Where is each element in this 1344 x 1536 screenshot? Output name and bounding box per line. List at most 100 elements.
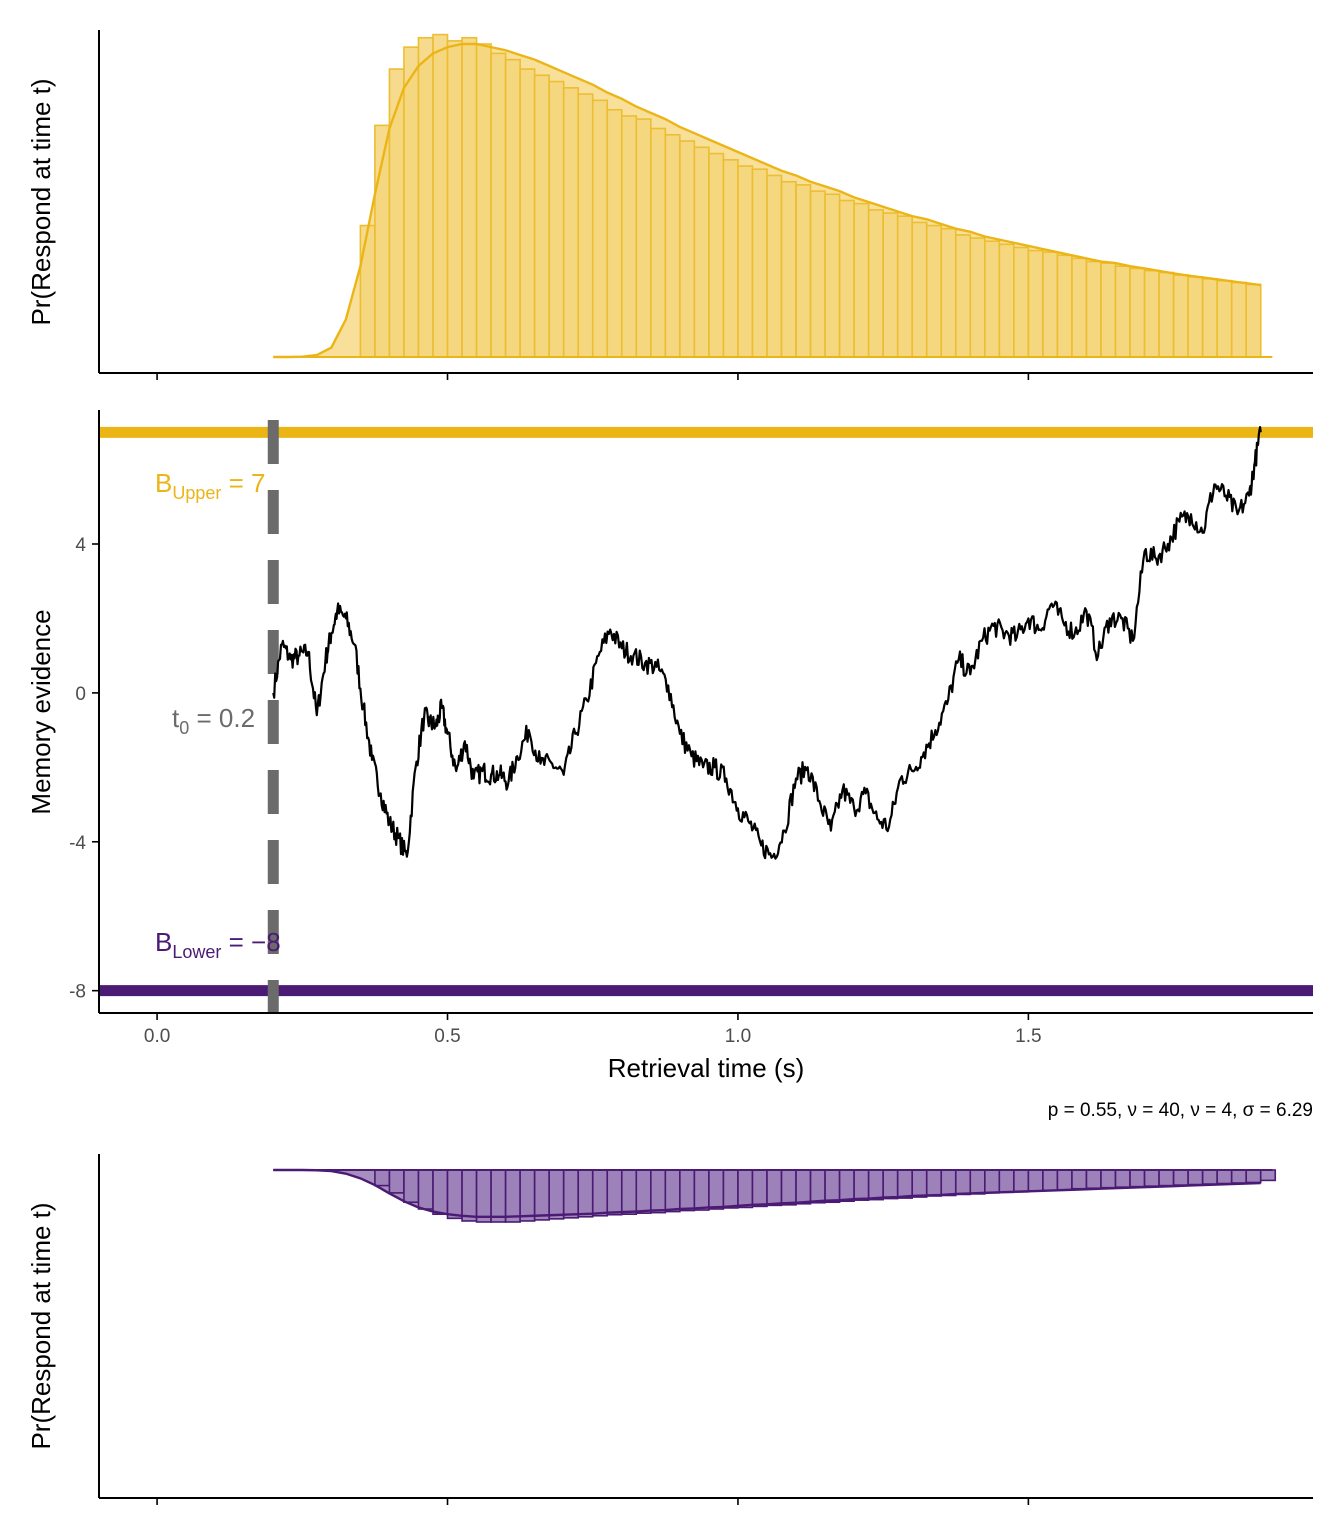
lower-histogram-bar	[562, 1169, 580, 1219]
evidence-x-ticks: 0.0 0.5 1.0 1.5	[144, 1013, 1042, 1047]
x-tick-label: 0.0	[144, 1026, 170, 1047]
upper-histogram-bar	[519, 68, 536, 358]
lower-histogram-bar	[751, 1169, 768, 1208]
upper-histogram-bar	[838, 199, 855, 358]
lower-histogram-bar	[1143, 1169, 1160, 1187]
t0-label: t0 = 0.2	[172, 703, 255, 738]
upper-histogram-bar	[417, 36, 434, 358]
lower-histogram-bar	[577, 1169, 594, 1218]
evidence-path-line	[272, 426, 1262, 860]
upper-histogram-bar	[1027, 249, 1044, 358]
upper-density-line	[273, 42, 1261, 359]
lower-histogram-bar	[504, 1169, 521, 1223]
evidence-panel: BUpper = 7 BLower = −8 t0 = 0.2 -8 -4 0 4 0…	[26, 410, 1313, 1083]
upper-histogram-bar	[940, 227, 957, 358]
upper-histogram-bar	[693, 146, 710, 358]
upper-histogram-bar	[998, 243, 1015, 358]
upper-density-panel: Pr(Respond at time t)	[26, 30, 1313, 380]
upper-histogram-bar	[925, 224, 943, 358]
lower-histogram-bar	[388, 1169, 405, 1194]
lower-histogram-bar	[795, 1169, 812, 1205]
upper-histogram-bar	[896, 215, 914, 358]
lower-histogram-bar	[1216, 1169, 1233, 1185]
lower-histogram-bar	[954, 1169, 972, 1196]
lower-histogram-bar	[620, 1169, 638, 1216]
lower-histogram-bar	[533, 1169, 550, 1221]
upper-histogram-bar	[635, 118, 652, 358]
lower-density-line	[273, 1168, 1261, 1218]
upper-histogram-bar	[1056, 254, 1073, 358]
lower-histogram-bar	[1100, 1169, 1117, 1189]
lower-panel-x-ticks	[156, 1498, 1030, 1505]
lower-histogram-bar	[984, 1169, 1001, 1194]
upper-histogram-bar	[722, 159, 739, 358]
upper-histogram-bar	[780, 180, 797, 358]
lower-histogram-bar	[1158, 1169, 1175, 1187]
lower-histogram-bar	[1027, 1169, 1044, 1192]
upper-histogram-bar	[1187, 276, 1204, 358]
upper-histogram-bar	[969, 237, 986, 358]
lower-histogram-bar	[1230, 1169, 1248, 1184]
upper-histogram-bar	[1230, 281, 1248, 358]
x-tick-label: 1.5	[1015, 1026, 1041, 1047]
lower-histogram-bar	[998, 1169, 1015, 1194]
upper-histogram-bar	[751, 168, 768, 358]
upper-histogram-bar	[664, 133, 681, 358]
upper-histogram-bar	[824, 193, 841, 358]
lower-histogram-bar	[1071, 1169, 1088, 1190]
lower-histogram-bar	[475, 1169, 492, 1223]
upper-histogram-bar	[984, 240, 1001, 358]
lower-histogram-bar	[925, 1169, 943, 1197]
lower-histogram-bar	[461, 1169, 478, 1222]
upper-histogram-bar	[490, 52, 507, 358]
lower-histogram-bar	[722, 1169, 739, 1209]
upper-histogram-bar	[1013, 246, 1030, 358]
lower-histogram-bar	[766, 1169, 783, 1207]
lower-histogram-bar	[896, 1169, 914, 1199]
upper-histogram-bar	[1085, 260, 1102, 358]
evidence-x-label: Retrieval time (s)	[608, 1053, 804, 1083]
x-tick-label: 1.0	[725, 1026, 751, 1047]
lower-histogram-bar	[635, 1169, 652, 1214]
lower-histogram-bar	[940, 1169, 957, 1197]
evidence-y-ticks: -8 -4 0 4	[69, 535, 99, 1003]
lower-histogram-bar	[490, 1169, 507, 1223]
lower-histogram-bar	[1085, 1169, 1102, 1190]
y-tick-label: 0	[75, 684, 86, 705]
upper-histogram-bar	[766, 174, 783, 358]
upper-histogram-bar	[388, 68, 405, 358]
upper-histogram-bar	[708, 152, 725, 358]
lower-histogram-bar	[679, 1169, 696, 1212]
lower-histogram-bar	[1259, 1169, 1277, 1182]
lower-histogram-bar	[446, 1169, 463, 1220]
lower-histogram-bar	[1172, 1169, 1189, 1186]
upper-histogram-bar	[504, 58, 521, 358]
lower-histogram-bar	[737, 1169, 754, 1209]
lower-histogram-bar	[1013, 1169, 1030, 1193]
lower-histogram-bar	[432, 1169, 449, 1216]
upper-histogram-bar	[1172, 274, 1189, 358]
lower-histogram-bar	[606, 1169, 623, 1216]
upper-histogram-bar	[1158, 271, 1175, 358]
lower-histogram-bar	[1042, 1169, 1059, 1192]
y-tick-label: -8	[69, 982, 86, 1003]
lower-histogram-bar	[548, 1169, 565, 1220]
lower-histogram-bar	[1201, 1169, 1218, 1185]
lower-histogram-bar	[882, 1169, 899, 1200]
upper-histogram-bar	[475, 43, 492, 358]
upper-histogram-bar	[446, 40, 463, 358]
upper-histogram-bar	[809, 190, 826, 358]
parameter-caption: p = 0.55, ν = 40, ν = 4, σ = 6.29	[1048, 1100, 1313, 1121]
upper-boundary-label: BUpper = 7	[155, 468, 265, 503]
y-tick-label: 4	[75, 535, 86, 556]
y-tick-label: -4	[69, 833, 86, 854]
x-tick-label: 0.5	[434, 1026, 460, 1047]
upper-histogram-bar	[591, 99, 609, 358]
lower-histogram-bar	[867, 1169, 884, 1201]
lower-boundary-label: BLower = −8	[155, 927, 281, 962]
lower-histogram-bar	[824, 1169, 841, 1204]
upper-histogram-bar	[620, 115, 638, 358]
upper-histogram-bar	[548, 80, 565, 358]
upper-histogram-bar	[562, 87, 580, 358]
upper-histogram-bar	[882, 212, 899, 358]
